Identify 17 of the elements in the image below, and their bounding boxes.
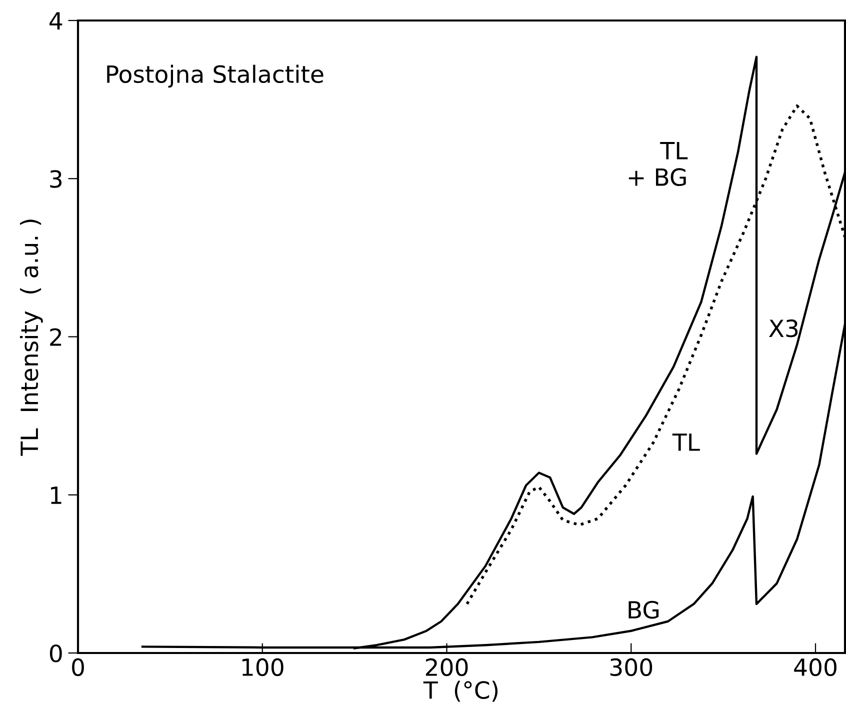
y-tick-label: 3 bbox=[50, 170, 62, 188]
annotation: X3 bbox=[769, 319, 798, 338]
y-tick-label: 0 bbox=[50, 644, 62, 662]
text: Postojna Stalactite bbox=[107, 64, 324, 88]
x-tick-label: 100 bbox=[242, 658, 284, 676]
x-axis-title: T (°C) bbox=[423, 680, 498, 702]
x-tick-label: 0 bbox=[72, 658, 84, 676]
y-tick-label: 1 bbox=[50, 486, 62, 504]
y-tick-label: 2 bbox=[50, 328, 62, 346]
x-tick-label: 300 bbox=[610, 658, 652, 676]
y-axis-title: TL Intensity ( a.u. ) bbox=[20, 220, 43, 456]
series-label: BG bbox=[628, 600, 659, 619]
y-tick-label: 4 bbox=[50, 12, 62, 30]
x-tick-label: 400 bbox=[794, 658, 836, 676]
x-tick-label: 200 bbox=[426, 658, 468, 676]
series-label: TL + BG bbox=[628, 142, 688, 186]
series-label: TL bbox=[672, 434, 700, 451]
